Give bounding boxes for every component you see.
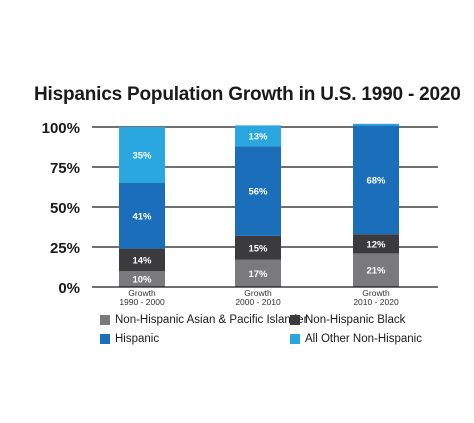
bar-segment	[235, 235, 281, 260]
x-tick-label: 2000 - 2010	[235, 297, 281, 307]
bar-segment	[353, 125, 399, 235]
x-tick-label: Growth	[128, 288, 156, 298]
bar-segment	[353, 123, 399, 126]
chart-title: Hispanics Population Growth in U.S. 1990…	[34, 84, 461, 105]
x-tick-label: Growth	[244, 288, 272, 298]
bar-segment	[119, 127, 165, 183]
data-labels: 10% 14% 41% 35% 17% 15% 56% 13% 21% 12% 68%	[132, 131, 386, 285]
x-tick-label: 1990 - 2000	[119, 297, 165, 307]
bar-segment	[119, 271, 165, 287]
bar-segment	[353, 234, 399, 254]
bar-segment	[119, 183, 165, 249]
legend-item: Non-Hispanic Asian & Pacific Islander	[100, 314, 307, 326]
legend-swatch	[290, 334, 300, 344]
legend-swatch	[290, 315, 300, 325]
legend-item: Hispanic	[100, 333, 159, 345]
bar-value-label: 14%	[132, 255, 152, 266]
legend-item: Non-Hispanic Black	[290, 314, 405, 326]
bar-segment	[119, 248, 165, 271]
bar-value-label: 35%	[132, 151, 152, 162]
bar-value-label: 68%	[366, 175, 386, 186]
legend-label: Non-Hispanic Asian & Pacific Islander	[115, 314, 308, 326]
legend-label: Non-Hispanic Black	[305, 314, 406, 326]
bar-value-label: 12%	[366, 239, 386, 250]
bar-segment	[235, 146, 281, 236]
bar-segment	[353, 253, 399, 287]
y-tick-label: 100%	[42, 120, 80, 137]
bar-value-label: 56%	[248, 187, 268, 198]
bar-value-label: 17%	[248, 269, 268, 280]
bar-segment	[235, 259, 281, 287]
y-tick-label: 0%	[58, 280, 80, 297]
y-tick-label: 25%	[50, 240, 80, 257]
legend-swatch	[100, 315, 110, 325]
legend-swatch	[100, 334, 110, 344]
bar-value-label: 15%	[248, 243, 268, 254]
legend-item: All Other Non-Hispanic	[290, 333, 422, 345]
y-tick-label: 75%	[50, 160, 80, 177]
bar-value-label: 10%	[132, 275, 152, 286]
bar-value-label: 41%	[132, 211, 152, 222]
bar-segment	[235, 125, 281, 147]
bars	[119, 123, 399, 287]
y-tick-label: 50%	[50, 200, 80, 217]
x-tick-label: Growth	[362, 288, 390, 298]
legend-label: Hispanic	[115, 333, 160, 345]
bar-value-label: 21%	[366, 266, 386, 277]
x-tick-label: 2010 - 2020	[353, 297, 399, 307]
legend-label: All Other Non-Hispanic	[305, 333, 422, 345]
bar-value-label: 13%	[248, 131, 268, 142]
